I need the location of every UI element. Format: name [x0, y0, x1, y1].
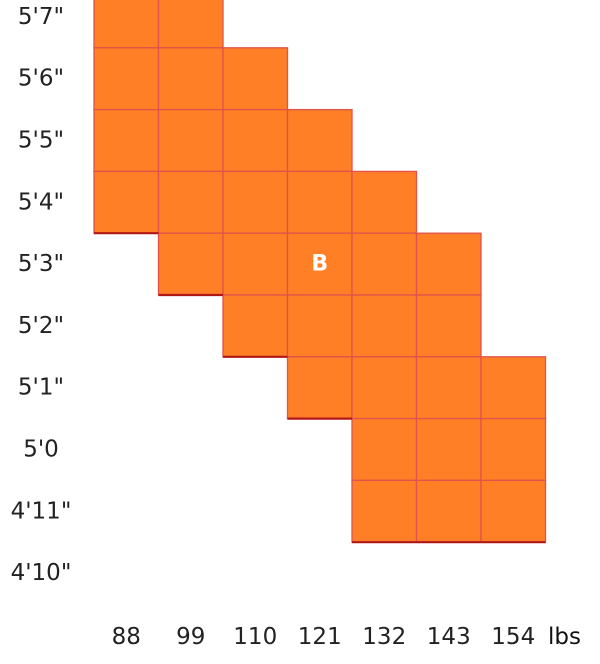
- cell-110-53: [222, 232, 289, 296]
- x-axis-unit-label: lbs: [548, 624, 581, 650]
- marker-label: B: [311, 252, 328, 277]
- cell-121-53: [286, 232, 353, 296]
- labels-layer: 4'10" 4'11" 5'0 5'1" 5'2" 5'3" 5'4" 5'5" 5'6" 5'7…: [11, 4, 536, 650]
- cell-121-52: [286, 294, 353, 358]
- x-tick-label: 143: [427, 624, 471, 650]
- y-tick-label: 5'4": [18, 189, 64, 215]
- y-tick-label: 5'6": [18, 66, 64, 92]
- x-tick-label: 88: [112, 624, 141, 650]
- x-tick-label: 132: [362, 624, 406, 650]
- cell-143-51: [415, 356, 482, 420]
- cell-143-50: [415, 417, 482, 482]
- cell-154-411: [480, 479, 547, 543]
- x-tick-label: 99: [176, 624, 205, 650]
- cell-143-411: [415, 479, 482, 543]
- cell-121-55: [286, 108, 353, 173]
- cell-99-55: [157, 108, 224, 173]
- cell-132-411: [351, 479, 418, 543]
- cell-132-53: [351, 232, 418, 296]
- cell-99-53: [157, 232, 224, 296]
- cell-154-51: [480, 356, 547, 420]
- cell-110-52: [222, 294, 289, 358]
- cell-121-51: [286, 356, 353, 420]
- cell-99-57: [157, 0, 224, 49]
- cell-88-56: [93, 47, 160, 111]
- cell-143-52: [415, 294, 482, 358]
- cell-88-57: [93, 0, 160, 49]
- y-tick-label: 5'7": [18, 4, 64, 30]
- x-tick-label: 154: [491, 624, 535, 650]
- y-tick-label: 5'3": [18, 251, 64, 277]
- y-tick-label: 5'5": [18, 128, 64, 154]
- x-tick-label: 110: [233, 624, 277, 650]
- cell-154-50: [480, 417, 547, 482]
- cell-132-51: [351, 356, 418, 420]
- cell-132-50: [351, 417, 418, 482]
- y-tick-label: 5'2": [18, 313, 64, 339]
- cell-99-54: [157, 170, 224, 234]
- y-tick-label: 5'0: [23, 437, 59, 463]
- cell-121-54: [286, 170, 353, 234]
- cell-88-55: [93, 108, 160, 173]
- x-tick-label: 121: [298, 624, 342, 650]
- cell-110-54: [222, 170, 289, 234]
- y-tick-label: 4'10": [11, 560, 72, 586]
- cell-132-52: [351, 294, 418, 358]
- cell-110-56: [222, 47, 289, 111]
- cell-110-55: [222, 108, 289, 173]
- cell-143-53: [415, 232, 482, 296]
- cell-132-54: [351, 170, 418, 234]
- cell-88-54: [93, 170, 160, 234]
- y-tick-label: 4'11": [11, 498, 72, 524]
- cell-99-56: [157, 47, 224, 111]
- y-tick-label: 5'1": [18, 375, 64, 401]
- edges-layer: [94, 232, 546, 544]
